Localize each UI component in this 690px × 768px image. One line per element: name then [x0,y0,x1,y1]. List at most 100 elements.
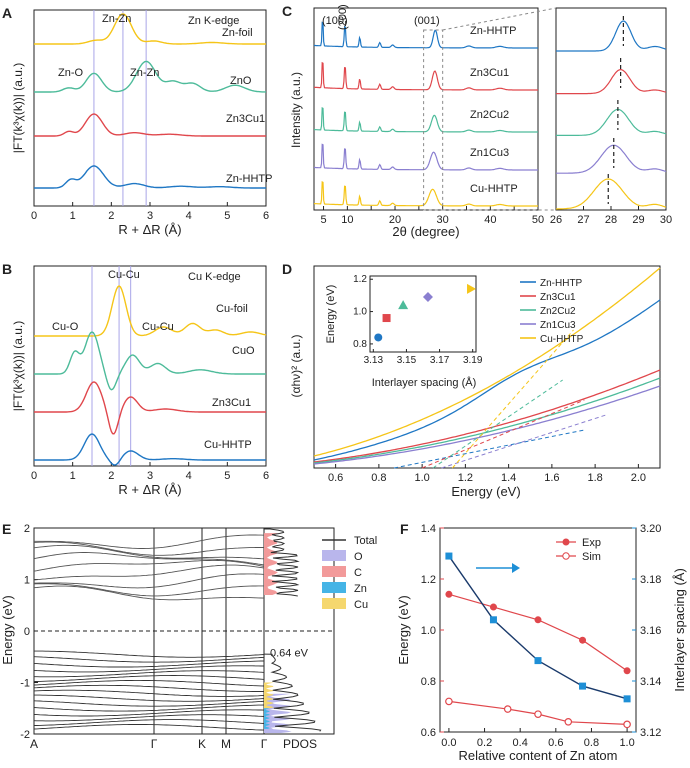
kpoint-label: A [30,737,38,751]
panel-a-x-tick-label: 4 [186,210,192,222]
panel-d-x-tick-label: 1.0 [414,472,429,484]
series-line-Zn3Cu1 [314,61,538,91]
panel-d-x-tick-label: 1.8 [587,472,602,484]
tangent-line [432,379,563,469]
data-point [467,283,477,294]
band-line [33,552,265,566]
panel-d-x-tick-label: 1.4 [501,472,516,484]
panel-b-x-tick-label: 0 [31,470,37,482]
data-point [374,333,383,342]
panel-d-x-tick-label: 0.8 [371,472,386,484]
legend-label: C [354,567,362,579]
band-line [33,564,265,581]
data-point-spacing [534,657,542,665]
panel-b-x-tick-label: 4 [186,470,192,482]
panel-f-y-right-tick-label: 3.16 [640,625,661,637]
panel-c-x-tick-label: 50 [532,214,544,226]
data-point-sim [564,717,573,726]
zoom-series-line-Zn2Cu2 [556,108,667,136]
panel-f-y-left-tick-label: 1.4 [421,523,436,535]
legend-label: Cu [354,599,368,611]
panel-d-x-tick-label: 1.6 [544,472,559,484]
data-point [398,300,409,310]
series-label: CuO [232,345,255,357]
data-point-spacing [489,616,497,624]
panel-c: C 5 10 20 30 40 50 2θ (degree) Intensity (a.u.) Z… [282,3,672,239]
panel-f-y-right-tick-label: 3.12 [640,727,661,739]
panel-d-x-tick-label: 2.0 [631,472,646,484]
panel-d-axes [313,265,661,469]
annotation-label: Zn-Zn [130,67,159,79]
series-line-Zn1Cu3 [313,385,661,465]
pdos-label: PDOS [283,737,317,751]
data-point-exp [623,667,631,675]
panel-f-ylabel-left: Energy (eV) [396,595,411,664]
panel-a-x-tick-label: 5 [224,210,230,222]
legend-label: Total [354,535,377,547]
series-label: Zn3Cu1 [212,397,251,409]
inset-x-tick-label: 3.17 [430,355,450,366]
data-point [382,314,391,323]
panel-e-ylabel: Energy (eV) [0,595,15,664]
peak-label: (200) [337,4,349,30]
panel-b-x-tick-label: 5 [224,470,230,482]
pdos-fill [264,708,270,729]
band-line [33,684,264,692]
panel-a-x-tick-label: 1 [70,210,76,222]
legend-label: Sim [582,551,601,563]
panel-d: D 0.6 0.8 1.0 1.2 1.4 1.6 1.8 2.0 Energy (eV) (αhν… [282,261,661,499]
panel-e-y-tick-label: -1 [20,678,30,690]
annotation-label: Zn-Zn [102,13,131,25]
legend-label: Zn2Cu2 [540,306,576,317]
data-point-spacing [623,695,631,703]
series-line-Cu-HHTP [313,267,661,457]
series-line-CuO [34,331,266,391]
kpoint-label: K [198,737,206,751]
panel-a-ylabel: |FT(k³χ(k))| (a.u.) [11,63,25,154]
band-line [33,559,265,572]
panel-f-y-left-tick-label: 1.2 [421,574,436,586]
series-label: Zn-HHTP [226,173,272,185]
series-line-Zn-HHTP [34,165,266,189]
panel-d-letter: D [282,261,292,277]
data-point-sim [534,710,542,718]
band-line [33,700,265,707]
band-line [33,665,264,673]
inset-y-tick-label: 1.0 [353,307,367,318]
inset-x-tick-label: 3.15 [397,355,417,366]
legend-label: O [354,551,363,563]
panel-a-x-tick-label: 0 [31,210,37,222]
band-line [33,709,265,717]
panel-b-x-tick-label: 3 [147,470,153,482]
panel-c-zoom-tick-label: 30 [660,214,672,226]
kpoint-label: Γ [151,737,158,751]
panel-a-letter: A [2,5,12,21]
panel-c-x-tick-label: 20 [389,214,401,226]
peak-label: (100) [322,15,348,27]
panel-a-x-tick-label: 6 [263,210,269,222]
annotation-label: Cu-Cu [142,321,174,333]
data-point-sim [623,720,631,729]
panel-d-xlabel: Energy (eV) [451,484,520,499]
series-line-Zn-foil [34,13,266,45]
legend-swatch [322,598,346,609]
zoom-series-line-Zn-HHTP [556,20,667,52]
panel-f-y-right-tick-label: 3.14 [640,676,661,688]
panel-c-letter: C [282,3,292,19]
panel-e-y-tick-label: 1 [24,575,30,587]
panel-b-letter: B [2,261,12,277]
series-label: Zn1Cu3 [470,147,509,159]
series-label: Cu-HHTP [204,439,252,451]
legend-swatch [322,566,346,577]
panel-f-x-tick-label: 0.0 [441,737,456,749]
panel-e-y-tick-label: -2 [20,729,30,741]
inset-xlabel: Interlayer spacing (Å) [372,376,477,389]
band-line [34,534,265,549]
pdos-fill [264,682,274,709]
series-label: Zn3Cu1 [226,113,265,125]
panel-f-x-tick-label: 0.2 [477,737,492,749]
band-line [33,585,265,601]
panel-f-letter: F [400,521,409,537]
panel-c-xlabel: 2θ (degree) [392,224,459,239]
legend-label: Zn1Cu3 [540,320,576,331]
